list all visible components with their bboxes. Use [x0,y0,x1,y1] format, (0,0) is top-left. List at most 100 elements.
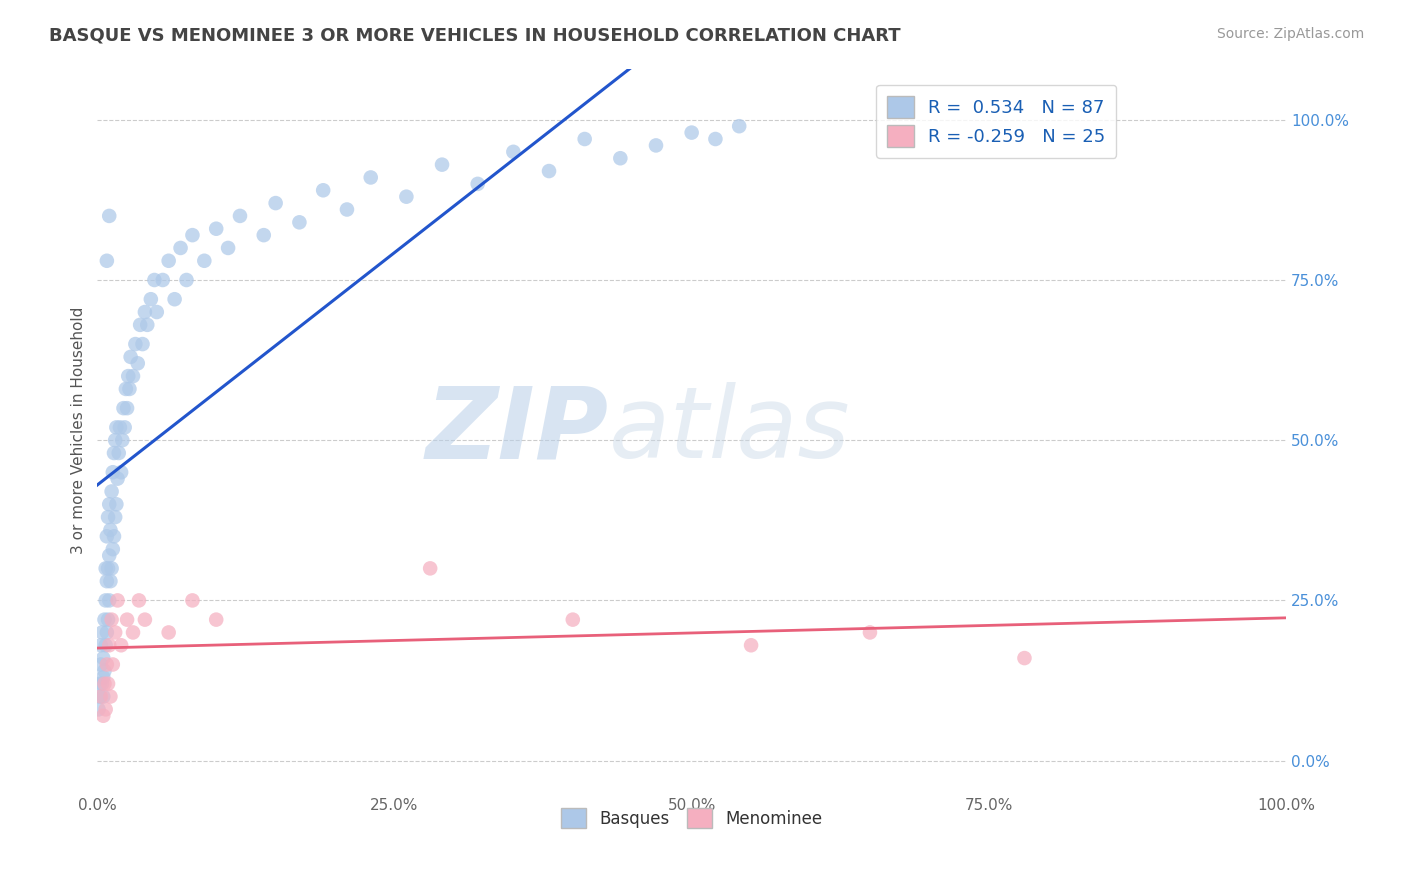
Point [115,382,138,396]
Point [288,215,311,229]
Point [96,529,118,543]
Point [502,145,524,159]
Point [728,119,751,133]
Point [100,523,122,537]
Point [146,305,169,319]
Point [537,164,560,178]
Point [681,126,703,140]
Point [128,593,150,607]
Point [104,433,127,447]
Point [94,638,117,652]
Point [107,593,129,607]
Point [100,561,122,575]
Point [98,497,121,511]
Point [131,337,153,351]
Point [93,664,115,678]
Legend: Basques, Menominee: Basques, Menominee [554,801,828,835]
Point [111,433,134,447]
Point [467,177,489,191]
Point [103,529,125,543]
Text: BASQUE VS MENOMINEE 3 OR MORE VEHICLES IN HOUSEHOLD CORRELATION CHART: BASQUE VS MENOMINEE 3 OR MORE VEHICLES I… [49,27,901,45]
Point [312,183,335,197]
Point [94,702,117,716]
Point [217,241,239,255]
Text: Source: ZipAtlas.com: Source: ZipAtlas.com [1216,27,1364,41]
Point [108,420,131,434]
Point [360,170,382,185]
Point [136,318,159,332]
Point [89,676,111,690]
Point [122,369,145,384]
Point [98,593,121,607]
Point [205,613,228,627]
Point [118,382,141,396]
Point [181,228,204,243]
Point [90,690,112,704]
Point [229,209,252,223]
Point [395,189,418,203]
Point [740,638,762,652]
Point [97,613,120,627]
Point [97,676,120,690]
Point [93,676,115,690]
Point [101,465,124,479]
Point [157,253,180,268]
Point [122,625,145,640]
Point [176,273,198,287]
Point [112,401,135,416]
Point [115,613,138,627]
Point [101,542,124,557]
Point [91,690,114,704]
Point [94,561,117,575]
Point [104,510,127,524]
Point [336,202,359,217]
Text: ZIP: ZIP [426,382,609,479]
Point [91,651,114,665]
Point [93,613,115,627]
Point [1014,651,1036,665]
Point [103,446,125,460]
Point [152,273,174,287]
Point [87,702,110,716]
Point [115,401,138,416]
Point [96,253,118,268]
Point [100,690,122,704]
Point [114,420,136,434]
Point [143,273,166,287]
Point [264,196,287,211]
Point [561,613,583,627]
Point [94,593,117,607]
Point [110,638,132,652]
Point [91,625,114,640]
Point [120,350,142,364]
Point [645,138,668,153]
Point [157,625,180,640]
Point [253,228,276,243]
Text: atlas: atlas [609,382,851,479]
Point [110,465,132,479]
Point [97,561,120,575]
Point [100,484,122,499]
Point [117,369,139,384]
Point [193,253,215,268]
Point [98,549,121,563]
Point [181,593,204,607]
Point [205,221,228,235]
Point [430,158,453,172]
Point [98,638,121,652]
Point [98,209,121,223]
Point [139,292,162,306]
Point [100,613,122,627]
Point [124,337,146,351]
Point [134,305,156,319]
Point [96,574,118,589]
Point [97,510,120,524]
Point [127,356,149,370]
Point [101,657,124,672]
Point [91,708,114,723]
Point [419,561,441,575]
Point [96,657,118,672]
Y-axis label: 3 or more Vehicles in Household: 3 or more Vehicles in Household [72,307,86,554]
Point [90,657,112,672]
Point [704,132,727,146]
